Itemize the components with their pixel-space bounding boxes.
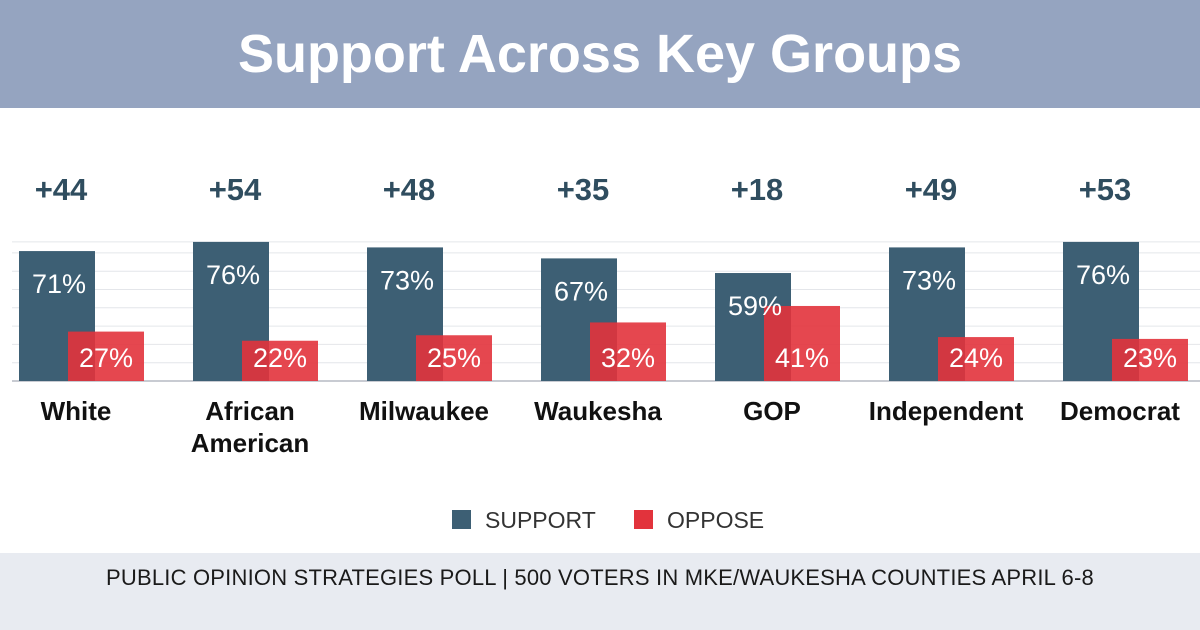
oppose-bar <box>242 340 318 381</box>
category-label: GOP <box>743 396 801 426</box>
difference-label: +48 <box>383 172 436 207</box>
support-value-label: 71% <box>32 269 86 299</box>
oppose-value-label: 25% <box>427 343 481 373</box>
oppose-value-label: 22% <box>253 343 307 373</box>
difference-label: +35 <box>557 172 610 207</box>
category-label: African American <box>191 396 310 458</box>
difference-label: +49 <box>905 172 958 207</box>
category-label-line: Independent <box>869 396 1024 426</box>
difference-label: +44 <box>35 172 88 207</box>
oppose-value-label: 27% <box>79 343 133 373</box>
category-label-line: GOP <box>743 396 801 426</box>
category-label-line: Waukesha <box>534 396 662 426</box>
legend: SUPPORT OPPOSE <box>452 507 764 533</box>
oppose-bar <box>764 305 840 381</box>
support-value-label: 76% <box>1076 260 1130 290</box>
source-text: PUBLIC OPINION STRATEGIES POLL | 500 VOT… <box>106 564 1094 590</box>
category-label-line: Milwaukee <box>359 396 489 426</box>
oppose-bar <box>1112 338 1188 381</box>
category-label-line: Democrat <box>1060 396 1180 426</box>
support-value-label: 73% <box>380 265 434 295</box>
legend-swatch <box>634 510 653 529</box>
bars <box>19 241 1188 381</box>
support-value-label: 76% <box>206 260 260 290</box>
support-value-label: 59% <box>728 291 782 321</box>
category-label-line: American <box>191 428 310 458</box>
category-label: Milwaukee <box>359 396 489 426</box>
oppose-value-label: 41% <box>775 343 829 373</box>
source-footer: PUBLIC OPINION STRATEGIES POLL | 500 VOT… <box>0 553 1200 630</box>
oppose-value-label: 32% <box>601 343 655 373</box>
labels: +44 71% 27% White +54 76% 22% African American +4… <box>32 172 1180 458</box>
legend-label: SUPPORT <box>485 507 596 533</box>
oppose-value-label: 24% <box>949 343 1003 373</box>
category-label: Independent <box>869 396 1024 426</box>
support-value-label: 67% <box>554 276 608 306</box>
bar-chart: +44 71% 27% White +54 76% 22% African American +4… <box>12 172 1200 533</box>
chart-title: Support Across Key Groups <box>237 24 963 84</box>
category-label-line: African <box>205 396 295 426</box>
difference-label: +18 <box>731 172 784 207</box>
oppose-value-label: 23% <box>1123 343 1177 373</box>
legend-swatch <box>452 510 471 529</box>
oppose-bar <box>416 335 492 381</box>
oppose-bar <box>68 331 144 381</box>
support-value-label: 73% <box>902 265 956 295</box>
category-label: White <box>41 396 112 426</box>
category-label-line: White <box>41 396 112 426</box>
category-label: Waukesha <box>534 396 662 426</box>
difference-label: +53 <box>1079 172 1132 207</box>
chart-header: Support Across Key Groups <box>0 0 1200 108</box>
oppose-bar <box>938 337 1014 381</box>
category-label: Democrat <box>1060 396 1180 426</box>
oppose-bar <box>590 322 666 381</box>
legend-label: OPPOSE <box>667 507 764 533</box>
difference-label: +54 <box>209 172 262 207</box>
